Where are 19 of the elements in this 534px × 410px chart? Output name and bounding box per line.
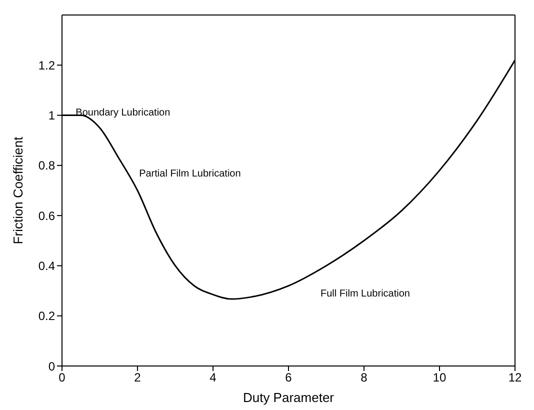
annotation: Partial Film Lubrication [139,168,241,180]
y-tick-label: 0 [48,359,56,374]
y-tick-label: 0.2 [38,309,56,324]
y-tick-label: 0.8 [38,158,56,173]
y-tick-label: 0.4 [38,258,56,273]
y-axis-title: Friction Coefficient [10,136,26,244]
x-tick-label: 6 [285,370,292,385]
x-tick-label: 2 [134,370,142,385]
x-tick-label: 12 [508,370,522,385]
x-tick-label: 0 [58,370,66,385]
x-axis-title: Duty Parameter [242,390,335,405]
annotation: Boundary Lubrication [76,108,170,119]
x-tick-label: 8 [360,370,368,385]
x-tick-label: 4 [210,370,217,385]
annotation: Full Film Lubrication [320,288,410,300]
x-tick-label: 10 [432,370,446,385]
y-tick-label: 1 [48,108,56,123]
y-tick-label: 1.2 [38,58,56,72]
y-tick-label: 0.6 [38,208,56,223]
